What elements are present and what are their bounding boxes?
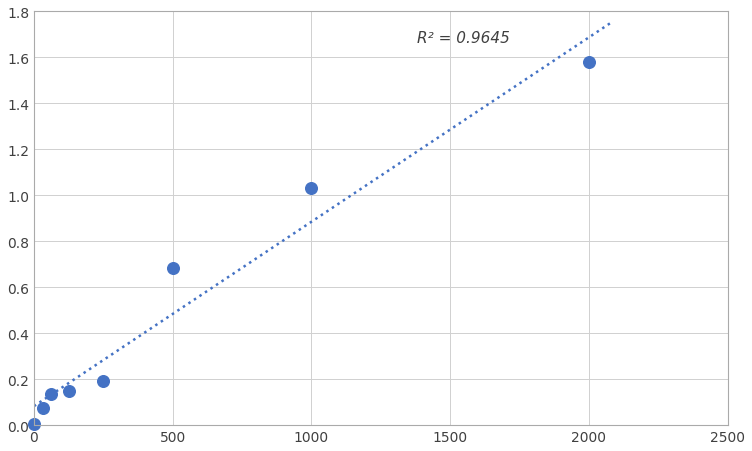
Point: [62, 388, 74, 395]
Point: [583, 60, 595, 67]
Point: [45, 391, 57, 398]
Point: [305, 185, 317, 193]
Point: [97, 377, 109, 385]
Point: [167, 265, 179, 272]
Point: [28, 421, 40, 428]
Text: R² = 0.9645: R² = 0.9645: [417, 31, 510, 46]
Point: [37, 405, 49, 412]
